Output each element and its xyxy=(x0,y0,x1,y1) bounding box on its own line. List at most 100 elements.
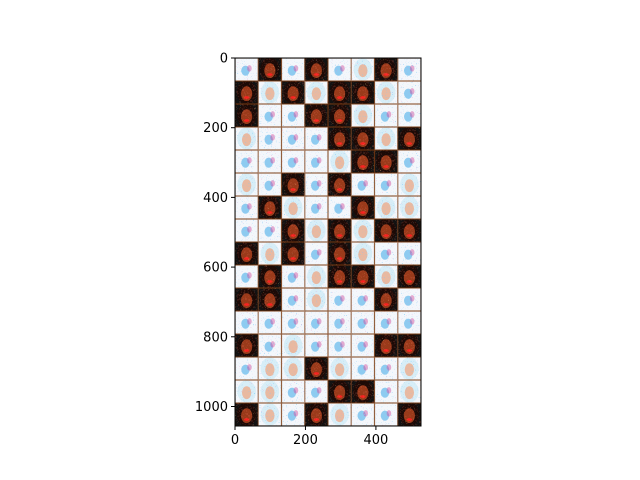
face-tile xyxy=(235,173,259,197)
face-tile xyxy=(235,81,259,105)
face-tile xyxy=(327,333,352,357)
face-tile xyxy=(327,127,352,151)
face-tile xyxy=(397,287,421,311)
face-tile xyxy=(235,379,259,403)
face-tile xyxy=(351,242,375,266)
face-tile xyxy=(281,402,305,426)
face-tile xyxy=(351,173,375,197)
face-tile xyxy=(304,356,328,380)
face-tile xyxy=(258,150,282,174)
face-tile xyxy=(304,219,328,243)
face-tile xyxy=(304,127,328,151)
face-tile xyxy=(327,356,352,380)
y-tick-label: 400 xyxy=(203,191,228,206)
face-tile xyxy=(281,104,305,128)
face-tile xyxy=(281,333,305,357)
face-tile xyxy=(327,104,352,128)
face-tile xyxy=(235,333,259,357)
face-tile xyxy=(397,127,421,151)
face-tile xyxy=(351,402,375,426)
face-tile xyxy=(258,81,282,105)
face-tile xyxy=(258,58,282,81)
face-tile xyxy=(374,196,398,220)
face-tile xyxy=(281,379,305,403)
face-tile xyxy=(327,310,352,334)
face-tile xyxy=(304,58,328,81)
x-axis: 0 200 400 xyxy=(231,426,388,448)
face-tile xyxy=(374,150,398,174)
x-tick-label: 400 xyxy=(363,433,388,448)
y-tick-label: 0 xyxy=(220,52,228,67)
face-tile xyxy=(351,104,375,128)
face-tile xyxy=(327,173,352,197)
face-tile xyxy=(351,81,375,105)
face-tile xyxy=(351,196,375,220)
face-tile xyxy=(397,242,421,266)
face-tile xyxy=(281,219,305,243)
face-tile xyxy=(258,333,282,357)
face-tile xyxy=(351,150,375,174)
face-tile xyxy=(235,287,259,311)
face-tile xyxy=(374,58,398,81)
face-tile xyxy=(281,58,305,81)
face-tile xyxy=(397,219,421,243)
face-tile xyxy=(374,173,398,197)
face-tile xyxy=(258,242,282,266)
x-tick-label: 0 xyxy=(231,433,239,448)
face-tile xyxy=(304,81,328,105)
face-tile xyxy=(235,150,259,174)
face-tile xyxy=(374,219,398,243)
face-tile xyxy=(397,356,421,380)
face-tile xyxy=(258,310,282,334)
face-tile xyxy=(304,242,328,266)
face-tile xyxy=(374,264,398,288)
face-tile xyxy=(397,264,421,288)
face-tile xyxy=(304,379,328,403)
face-tile xyxy=(327,287,352,311)
face-tile xyxy=(258,402,282,426)
face-tile xyxy=(374,379,398,403)
face-tile xyxy=(397,402,421,426)
face-tile xyxy=(258,196,282,220)
face-tile xyxy=(258,219,282,243)
face-tile xyxy=(258,264,282,288)
face-tile xyxy=(235,264,259,288)
face-tile xyxy=(258,104,282,128)
face-tile xyxy=(304,173,328,197)
face-tile xyxy=(235,196,259,220)
face-tile xyxy=(235,58,259,81)
face-tile xyxy=(281,81,305,105)
face-tile xyxy=(351,264,375,288)
face-tile xyxy=(258,127,282,151)
face-tile xyxy=(281,150,305,174)
face-tile xyxy=(397,333,421,357)
face-tile xyxy=(351,333,375,357)
face-tile xyxy=(351,379,375,403)
face-tile xyxy=(235,356,259,380)
face-tile xyxy=(235,104,259,128)
face-tile xyxy=(304,310,328,334)
face-tile xyxy=(304,264,328,288)
face-tile xyxy=(397,196,421,220)
face-tile xyxy=(235,310,259,334)
face-tile xyxy=(327,81,352,105)
face-tile xyxy=(304,333,328,357)
face-tile xyxy=(304,104,328,128)
face-tile xyxy=(374,402,398,426)
face-tile xyxy=(304,402,328,426)
face-tile xyxy=(397,310,421,334)
face-tile xyxy=(374,333,398,357)
face-tile xyxy=(281,127,305,151)
face-tile xyxy=(327,196,352,220)
face-tile xyxy=(327,379,352,403)
face-tile xyxy=(397,104,421,128)
y-tick-label: 800 xyxy=(203,330,228,345)
face-tile xyxy=(351,356,375,380)
face-tile xyxy=(281,173,305,197)
face-tile xyxy=(281,310,305,334)
face-tile xyxy=(235,402,259,426)
face-tile xyxy=(374,287,398,311)
face-tile xyxy=(327,219,352,243)
face-tile xyxy=(327,242,352,266)
face-tile xyxy=(327,264,352,288)
